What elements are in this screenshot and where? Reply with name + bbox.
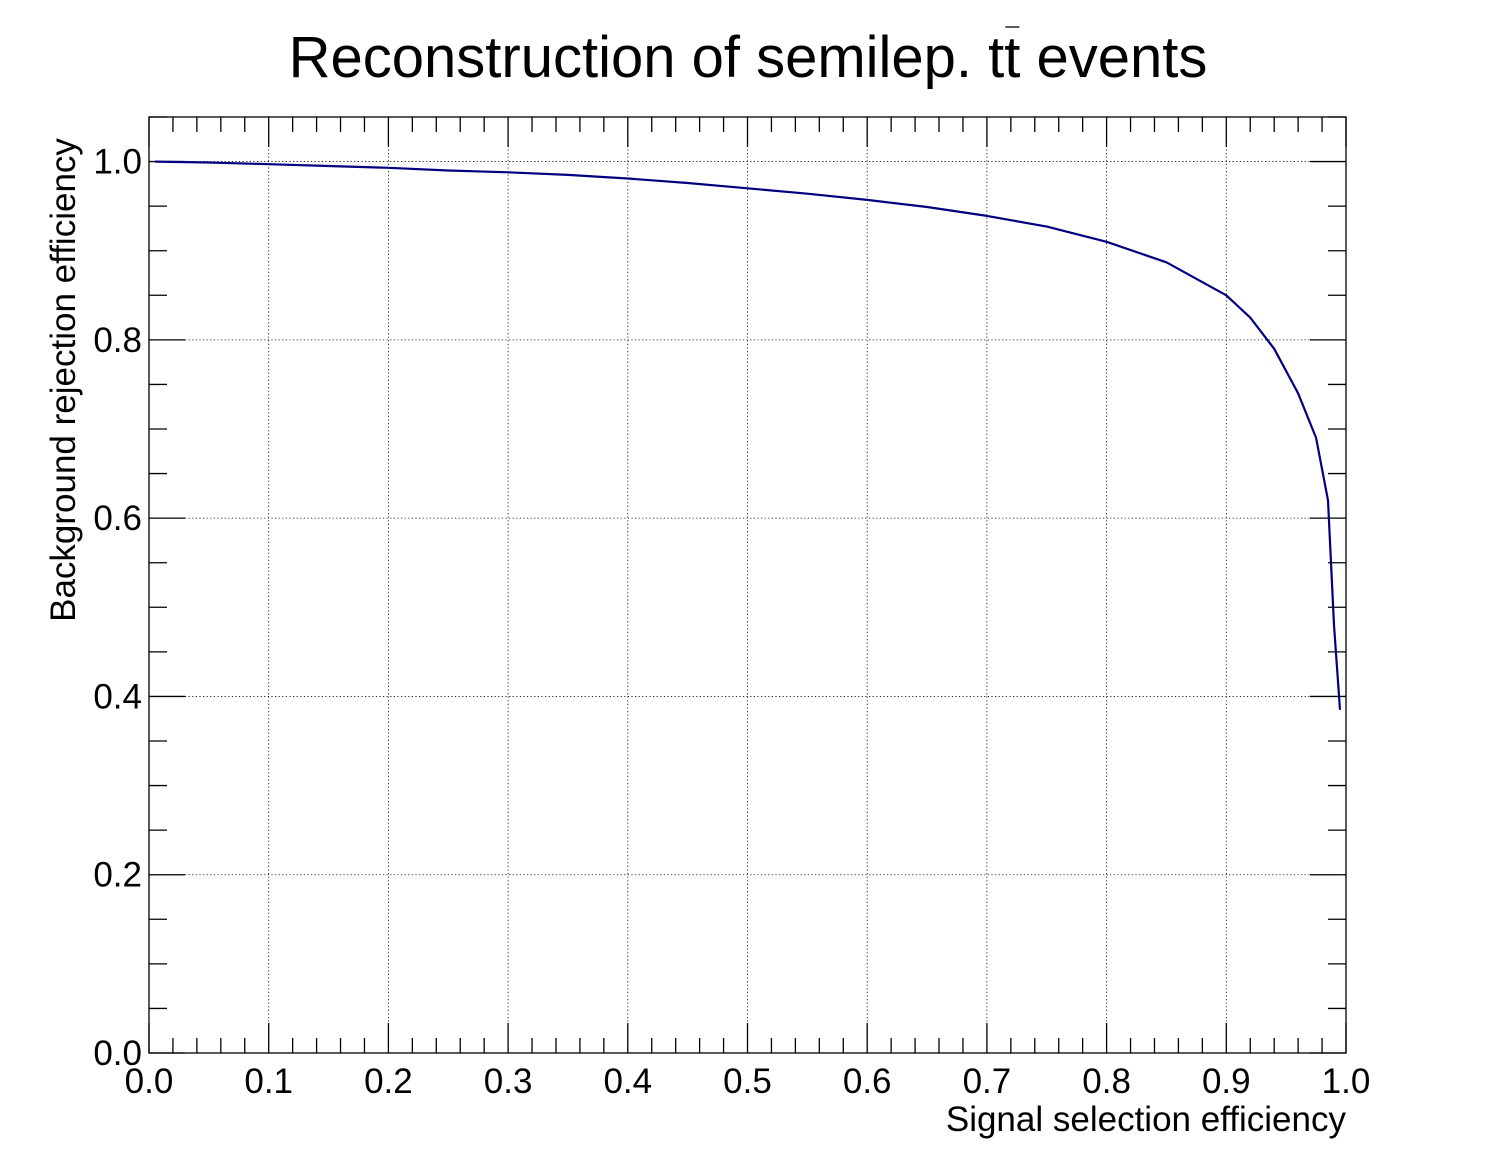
x-tick-label: 0.0 bbox=[125, 1062, 174, 1101]
roc-curve bbox=[154, 160, 1342, 710]
y-tick-label: 1.0 bbox=[93, 143, 142, 182]
y-tick-label: 0.4 bbox=[93, 677, 142, 716]
y-axis-label: Background rejection efficiency bbox=[44, 138, 83, 622]
x-tick-label: 1.0 bbox=[1322, 1062, 1371, 1101]
series-layer bbox=[154, 160, 1342, 710]
x-tick-label: 0.1 bbox=[244, 1062, 293, 1101]
x-tick-label: 0.3 bbox=[484, 1062, 533, 1101]
y-tick-label: 0.0 bbox=[93, 1034, 142, 1073]
y-tick-label: 0.8 bbox=[93, 321, 142, 360]
x-tick-label: 0.5 bbox=[723, 1062, 772, 1101]
x-axis-label: Signal selection efficiency bbox=[946, 1100, 1347, 1139]
tbar-symbol: t bbox=[1004, 25, 1020, 90]
grid bbox=[149, 117, 1346, 1053]
plot-frame bbox=[148, 116, 1347, 1054]
y-tick-label: 0.2 bbox=[93, 856, 142, 895]
x-tick-label: 0.8 bbox=[1082, 1062, 1131, 1101]
x-tick-label: 0.4 bbox=[603, 1062, 652, 1101]
chart-title: Reconstruction of semilep. tt events bbox=[289, 25, 1208, 90]
tick-labels: 0.0 0.1 0.2 0.3 0.4 0.5 0.6 0.7 0.8 0.9 1.0 0.0 0.2 0… bbox=[93, 143, 1370, 1101]
x-tick-label: 0.6 bbox=[843, 1062, 892, 1101]
y-tick-label: 0.6 bbox=[93, 499, 142, 538]
x-tick-label: 0.2 bbox=[364, 1062, 413, 1101]
x-tick-label: 0.9 bbox=[1202, 1062, 1251, 1101]
x-tick-label: 0.7 bbox=[963, 1062, 1012, 1101]
